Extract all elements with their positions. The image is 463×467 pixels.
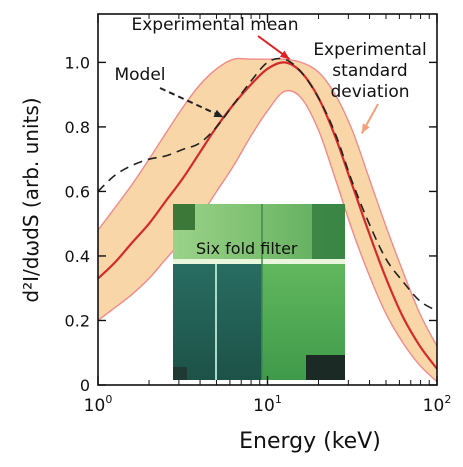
std-band-fill xyxy=(98,58,437,382)
y-axis-title: d²I/dωdS (arb. units) xyxy=(19,97,43,302)
y-tick-label: 1.0 xyxy=(65,53,90,72)
y-tick-label: 0.2 xyxy=(65,311,90,330)
y-tick-label: 0.6 xyxy=(65,182,90,201)
std-deviation-arrow-head xyxy=(361,123,370,134)
inset-photo-top-right-block xyxy=(312,204,345,262)
inset-label: Six fold filter xyxy=(196,239,298,258)
std-band-upper-edge xyxy=(98,57,437,347)
inset-photo-bright-strip xyxy=(173,259,345,264)
annotation-experimental-mean: Experimental mean xyxy=(132,15,299,35)
std-band-layer xyxy=(98,57,437,383)
annotation-std-line3: deviation xyxy=(330,82,409,102)
model-arrow xyxy=(159,87,224,119)
annotation-layer: Experimental mean Experimental standard … xyxy=(114,15,427,134)
annotation-model: Model xyxy=(114,65,165,85)
experimental-mean-arrow-head xyxy=(279,50,290,60)
inset-photo-bottom-left-block xyxy=(173,367,187,380)
model-arrow-head xyxy=(213,109,224,118)
inset-photo-bottom-right-block xyxy=(306,355,345,380)
y-tick-label: 0 xyxy=(80,376,90,395)
filter-photo-inset: Six fold filter xyxy=(173,204,345,380)
annotation-std-line2: standard xyxy=(332,61,407,81)
x-axis-title: Energy (keV) xyxy=(239,429,381,454)
y-tick-label: 0.4 xyxy=(65,247,90,266)
annotation-arrow-layer xyxy=(159,35,379,134)
annotation-std-line1: Experimental xyxy=(313,40,426,60)
x-tick-label: 100 xyxy=(84,393,113,416)
std-band-lower-edge xyxy=(98,89,437,383)
experimental-mean-line xyxy=(98,61,437,370)
series-line-layer xyxy=(98,57,437,370)
tick-layer: 0 0.2 0.4 0.6 0.8 1.0 100 101 102 xyxy=(65,14,452,416)
model-dashed-line xyxy=(98,57,437,312)
x-tick-label: 101 xyxy=(253,393,282,416)
y-tick-label: 0.8 xyxy=(65,118,90,137)
x-tick-label: 102 xyxy=(423,393,452,416)
inset-photo-top-left-block xyxy=(173,204,195,230)
